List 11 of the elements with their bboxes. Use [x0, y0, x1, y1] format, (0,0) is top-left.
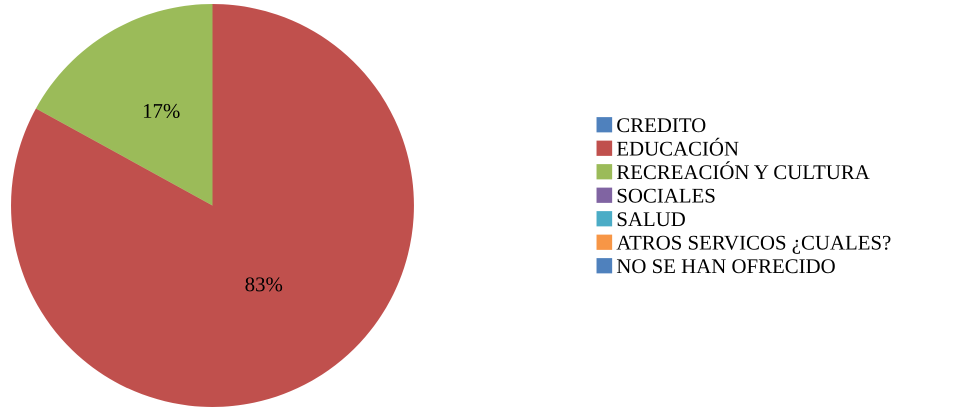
pie-slice: [36, 4, 212, 206]
pie-slice: [11, 4, 414, 407]
legend-label: ATROS SERVICOS ¿CUALES?: [616, 236, 890, 254]
legend-label: RECREACIÓN Y CULTURA: [616, 161, 870, 180]
legend-label: SOCIALES: [618, 188, 715, 203]
data-label: 83%: [245, 277, 282, 292]
legend-label: SALUD: [618, 212, 685, 226]
legend-label: NO SE HAN OFRECIDO: [616, 259, 835, 274]
legend-label: EDUCACIÓN: [616, 138, 739, 156]
legend-label: CREDITO: [617, 118, 706, 132]
data-label: 17%: [144, 104, 180, 118]
